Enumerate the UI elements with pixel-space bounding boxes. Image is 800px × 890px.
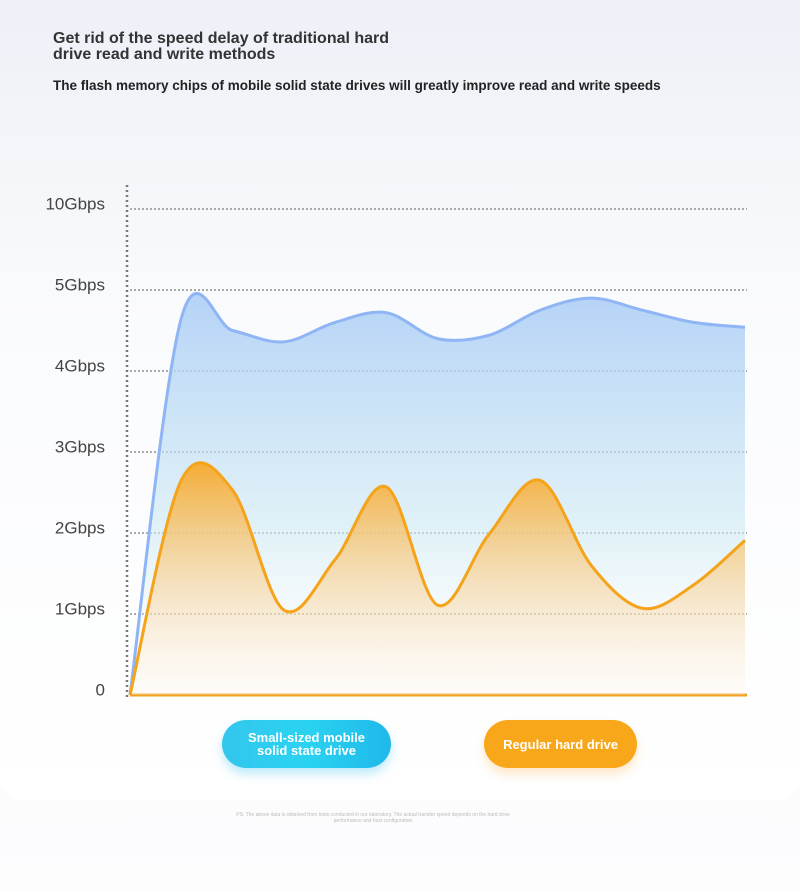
y-tick-label: 1Gbps: [55, 599, 105, 618]
y-tick-label: 5Gbps: [55, 275, 105, 294]
footnote: PS: The above data is obtained from test…: [236, 812, 510, 824]
line: [128, 461, 746, 696]
legend-item: Small-sized mobile solid state drive: [222, 720, 391, 768]
y-tick-label: 0: [96, 680, 105, 699]
legend-item: Regular hard drive: [484, 720, 637, 768]
y-tick-label: 4Gbps: [55, 356, 105, 375]
chart-subtitle: The flash memory chips of mobile solid s…: [53, 78, 661, 93]
area-fill: [130, 462, 745, 695]
chart-title: Get rid of the speed delay of traditiona…: [53, 30, 390, 63]
y-tick-label: 2Gbps: [55, 518, 105, 537]
y-tick-label: 3Gbps: [55, 437, 105, 456]
y-tick-label: 10Gbps: [45, 194, 105, 213]
line: [128, 292, 746, 696]
